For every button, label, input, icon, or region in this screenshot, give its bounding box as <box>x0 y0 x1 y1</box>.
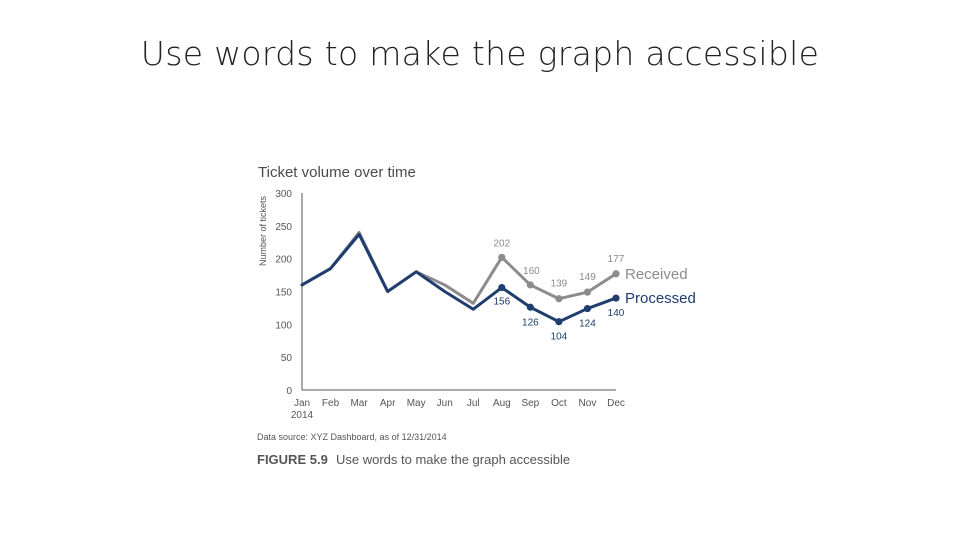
processed-data-label-aug: 156 <box>493 297 510 308</box>
received-point-dec <box>612 270 620 278</box>
received-point-sep <box>526 281 534 289</box>
processed-series-line <box>300 232 618 324</box>
processed-point-dec <box>612 294 620 302</box>
received-data-label-oct: 139 <box>551 279 568 290</box>
x-tick-label-nov: Nov <box>579 398 597 409</box>
received-data-label-sep: 160 <box>523 266 540 277</box>
chart-title: Ticket volume over time <box>258 164 416 181</box>
received-series-line <box>300 230 618 305</box>
received-data-label-dec: 177 <box>608 254 625 265</box>
x-tick-label-sep: Sep <box>521 398 539 409</box>
x-tick-label-dec: Dec <box>607 398 625 409</box>
y-tick-label-200: 200 <box>275 255 292 266</box>
received-data-label-nov: 149 <box>579 272 596 283</box>
processed-point-sep <box>526 303 534 311</box>
data-source-note: Data source: XYZ Dashboard, as of 12/31/… <box>257 432 447 442</box>
x-tick-sublabel-year: 2014 <box>291 410 314 421</box>
processed-data-label-oct: 104 <box>551 332 568 343</box>
received-data-label-aug: 202 <box>493 238 510 249</box>
x-tick-label-aug: Aug <box>493 398 511 409</box>
received-legend-label: Received <box>625 266 688 283</box>
x-tick-label-jul: Jul <box>467 398 480 409</box>
received-point-nov <box>583 288 592 296</box>
figure-caption: Use words to make the graph accessible <box>336 452 570 467</box>
figure-label: FIGURE 5.9 <box>257 452 328 467</box>
slide-title: Use words to make the graph accessible <box>140 34 820 73</box>
y-tick-label-250: 250 <box>275 222 292 233</box>
x-tick-label-mar: Mar <box>350 398 368 409</box>
x-tick-label-may: May <box>407 398 426 409</box>
received-point-aug <box>498 253 506 261</box>
y-tick-label-0: 0 <box>286 386 292 397</box>
axes: 0 50 100 150 200 250 300 Jan Feb Mar Apr May Jun Jul A… <box>275 189 625 421</box>
processed-data-label-dec: 140 <box>608 308 625 319</box>
y-tick-label-300: 300 <box>275 189 292 200</box>
x-tick-label-feb: Feb <box>322 398 340 409</box>
y-tick-label-150: 150 <box>275 288 292 299</box>
processed-point-aug <box>498 283 506 292</box>
processed-legend-label: Processed <box>625 290 696 307</box>
y-axis-label: Number of tickets <box>258 195 268 266</box>
processed-point-oct <box>555 318 563 326</box>
y-tick-label-100: 100 <box>275 320 292 331</box>
series-lines <box>300 230 620 326</box>
processed-data-label-sep: 126 <box>522 317 539 328</box>
x-tick-label-jan: Jan <box>294 398 310 409</box>
processed-point-nov <box>583 304 592 313</box>
received-point-oct <box>555 295 563 303</box>
y-tick-label-50: 50 <box>281 353 293 364</box>
processed-data-label-nov: 124 <box>579 319 596 330</box>
x-tick-label-oct: Oct <box>551 398 567 409</box>
x-tick-label-jun: Jun <box>437 398 453 409</box>
x-tick-label-apr: Apr <box>380 398 396 409</box>
